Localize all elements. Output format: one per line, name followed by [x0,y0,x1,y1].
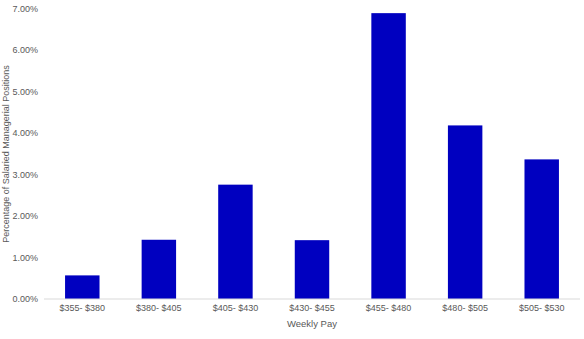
bar [142,240,176,299]
bar [448,125,482,299]
y-tick-label: 6.00% [12,45,38,55]
x-tick-label: $380- $405 [136,303,182,313]
bar [218,185,252,299]
bars [65,13,559,299]
chart: 0.00% 1.00% 2.00% 3.00% 4.00% 5.00% 6.00% 7.00%… [0,0,584,339]
x-axis-line [44,299,580,300]
y-tick-label: 4.00% [12,128,38,138]
y-tick-label: 2.00% [12,211,38,221]
x-axis-label: Weekly Pay [287,318,337,329]
y-axis-label: Percentage of Salaried Managerial Positi… [1,65,11,243]
bar [524,159,558,299]
x-tick-label: $455- $480 [366,303,412,313]
bar [295,240,329,299]
y-tick-label: 3.00% [12,170,38,180]
x-tick-label: $505- $530 [519,303,565,313]
bar [65,275,99,299]
x-tick-label: $355- $380 [60,303,106,313]
y-tick-label: 5.00% [12,87,38,97]
x-tick-label: $405- $430 [213,303,259,313]
y-tick-label: 1.00% [12,253,38,263]
y-tick-label: 0.00% [12,294,38,304]
x-tick-label: $430- $455 [289,303,335,313]
y-tick-label: 7.00% [12,4,38,14]
x-tick-label: $480- $505 [442,303,488,313]
bar [371,13,405,299]
